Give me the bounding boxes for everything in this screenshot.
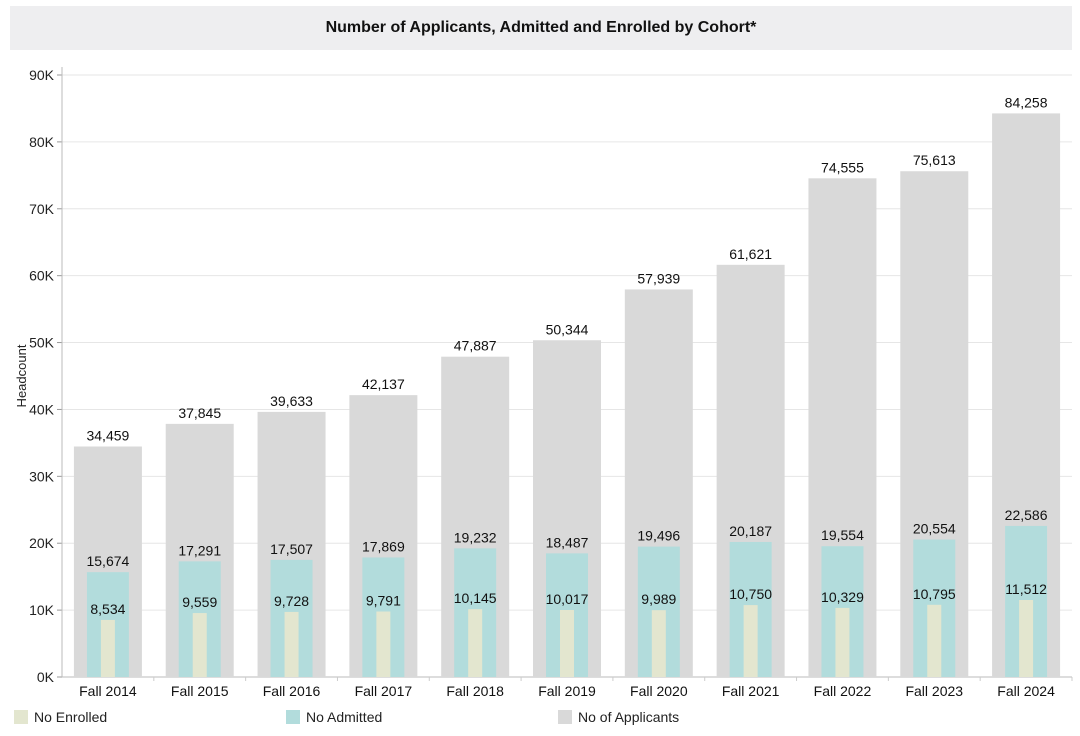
data-label-no-enrolled: 9,791 — [366, 593, 401, 609]
y-tick-label: 80K — [29, 134, 55, 150]
data-label-no-of-applicants: 57,939 — [637, 270, 680, 286]
y-tick-label: 70K — [29, 201, 55, 217]
x-tick-label: Fall 2022 — [814, 683, 872, 699]
x-tick-label: Fall 2018 — [446, 683, 504, 699]
y-tick-label: 60K — [29, 268, 55, 284]
bar-no-enrolled — [651, 610, 666, 677]
data-label-no-enrolled: 8,534 — [90, 601, 125, 617]
chart-title: Number of Applicants, Admitted and Enrol… — [325, 19, 757, 36]
bar-no-enrolled — [560, 609, 574, 677]
x-tick-label: Fall 2023 — [905, 683, 963, 699]
x-tick-label: Fall 2024 — [997, 683, 1055, 699]
data-label-no-admitted: 17,507 — [270, 541, 313, 557]
data-label-no-enrolled: 10,795 — [913, 586, 956, 602]
data-label-no-enrolled: 10,329 — [821, 589, 864, 605]
data-label-no-of-applicants: 39,633 — [270, 393, 313, 409]
y-tick-label: 0K — [37, 669, 55, 685]
legend-label-applicants: No of Applicants — [578, 709, 680, 725]
bar-no-enrolled — [1019, 599, 1034, 677]
legend-label-admitted: No Admitted — [306, 709, 383, 725]
legend-swatch-admitted — [286, 710, 300, 724]
legend-swatch-applicants — [558, 710, 572, 724]
data-label-no-enrolled: 10,145 — [454, 590, 497, 606]
legend-item-applicants[interactable]: No of Applicants — [558, 709, 679, 725]
x-tick-label: Fall 2020 — [630, 683, 688, 699]
data-label-no-of-applicants: 84,258 — [1005, 94, 1048, 110]
data-label-no-enrolled: 9,728 — [274, 593, 309, 609]
data-label-no-admitted: 18,487 — [546, 534, 589, 550]
data-label-no-of-applicants: 61,621 — [729, 246, 772, 262]
bar-no-enrolled — [376, 611, 391, 677]
data-label-no-admitted: 17,291 — [178, 542, 221, 558]
data-label-no-enrolled: 11,512 — [1005, 581, 1047, 597]
bar-no-enrolled — [743, 605, 758, 677]
bar-no-enrolled — [192, 613, 207, 677]
y-tick-label: 10K — [29, 602, 55, 618]
data-label-no-admitted: 19,554 — [821, 527, 864, 543]
y-tick-label: 50K — [29, 335, 55, 351]
data-label-no-admitted: 15,674 — [86, 553, 129, 569]
data-label-no-admitted: 19,496 — [637, 528, 680, 544]
legend: No Enrolled No Admitted No of Applicants — [0, 709, 1080, 731]
data-label-no-of-applicants: 47,887 — [454, 338, 497, 354]
data-label-no-admitted: 20,187 — [729, 523, 772, 539]
x-tick-label: Fall 2021 — [722, 683, 780, 699]
x-tick-label: Fall 2015 — [171, 683, 229, 699]
data-label-no-of-applicants: 37,845 — [178, 405, 221, 421]
data-label-no-admitted: 17,869 — [362, 538, 405, 554]
data-label-no-enrolled: 9,989 — [641, 591, 676, 607]
bar-no-enrolled — [100, 619, 115, 677]
legend-item-admitted[interactable]: No Admitted — [286, 709, 382, 725]
y-tick-label: 90K — [29, 67, 55, 83]
bar-no-enrolled — [835, 607, 850, 677]
bar-no-enrolled — [468, 609, 483, 677]
bar-chart: 0K 10K 20K 30K 40K 50K 60K 70K 80K 90K Headcount 34… — [14, 67, 1073, 699]
data-label-no-enrolled: 9,559 — [182, 594, 217, 610]
x-tick-label: Fall 2014 — [79, 683, 137, 699]
data-label-no-of-applicants: 50,344 — [546, 321, 589, 337]
data-label-no-admitted: 20,554 — [913, 521, 956, 537]
y-tick-label: 30K — [29, 468, 55, 484]
legend-swatch-enrolled — [14, 710, 28, 724]
legend-label-enrolled: No Enrolled — [34, 709, 108, 725]
bar-no-enrolled — [927, 604, 942, 677]
data-label-no-of-applicants: 75,613 — [913, 152, 956, 168]
data-label-no-enrolled: 10,017 — [546, 591, 589, 607]
data-label-no-of-applicants: 34,459 — [86, 428, 129, 444]
x-tick-label: Fall 2017 — [355, 683, 413, 699]
y-tick-label: 40K — [29, 401, 55, 417]
data-label-no-admitted: 22,586 — [1005, 507, 1048, 523]
legend-item-enrolled[interactable]: No Enrolled — [14, 709, 107, 725]
y-axis-title: Headcount — [14, 344, 29, 407]
y-tick-label: 20K — [29, 535, 55, 551]
data-label-no-admitted: 19,232 — [454, 529, 497, 545]
data-label-no-enrolled: 10,750 — [729, 586, 772, 602]
chart-title-bar: Number of Applicants, Admitted and Enrol… — [10, 6, 1072, 50]
x-tick-label: Fall 2019 — [538, 683, 596, 699]
bar-no-enrolled — [284, 611, 299, 677]
data-label-no-of-applicants: 42,137 — [362, 376, 405, 392]
x-tick-label: Fall 2016 — [263, 683, 321, 699]
data-label-no-of-applicants: 74,555 — [821, 159, 864, 175]
